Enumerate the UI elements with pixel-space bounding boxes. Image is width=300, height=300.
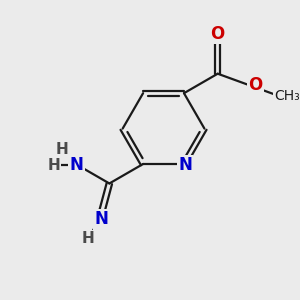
- Text: O: O: [211, 25, 225, 43]
- Text: H: H: [47, 158, 60, 173]
- Text: N: N: [69, 157, 83, 175]
- Text: CH₃: CH₃: [274, 89, 300, 103]
- Text: N: N: [94, 210, 108, 228]
- Text: H: H: [82, 231, 95, 246]
- Text: H: H: [56, 142, 68, 157]
- Text: O: O: [248, 76, 262, 94]
- Text: N: N: [178, 156, 192, 174]
